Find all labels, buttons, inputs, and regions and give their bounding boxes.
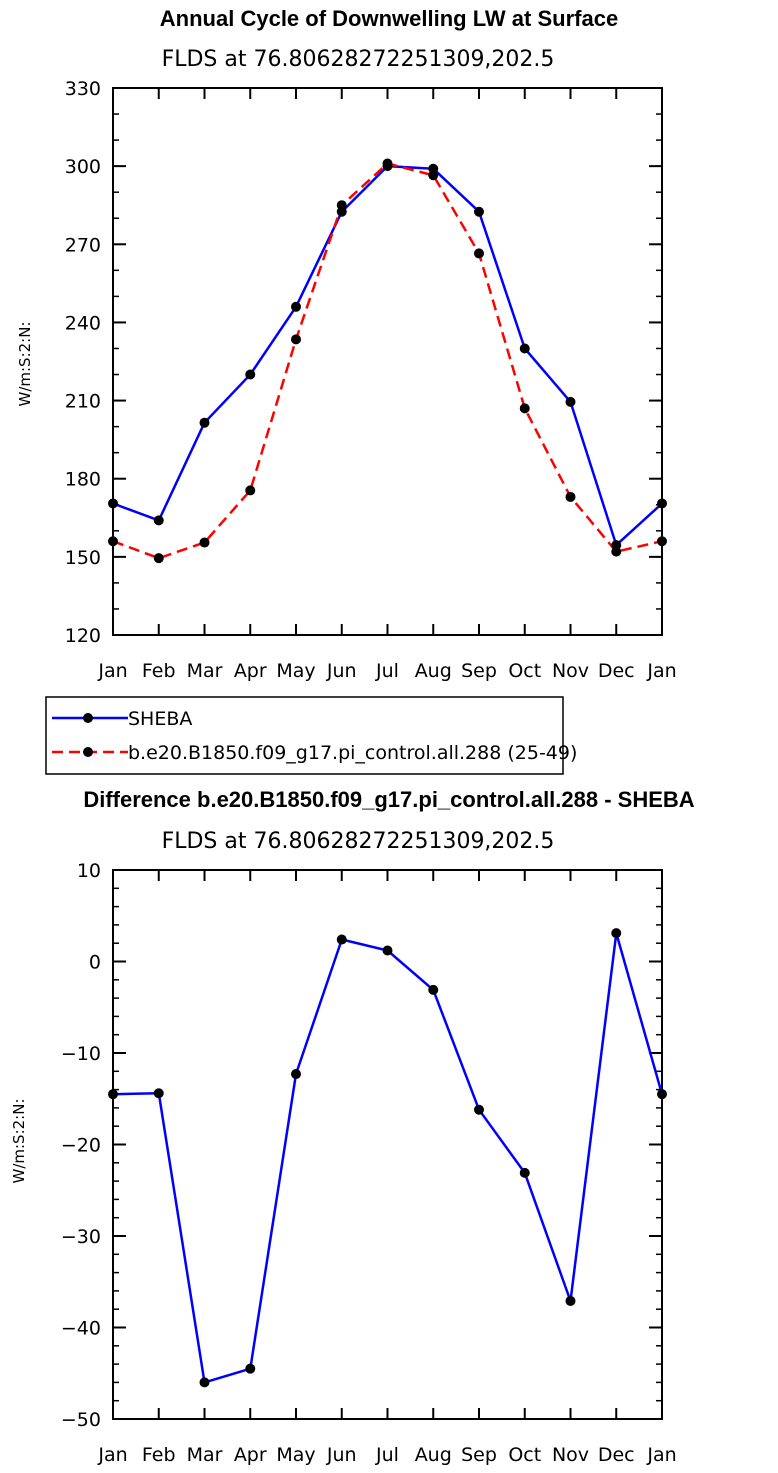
data-point — [474, 206, 484, 217]
data-point — [611, 546, 622, 557]
x-tick-label: Dec — [598, 1444, 635, 1466]
x-tick-label: Feb — [142, 1444, 176, 1466]
legend-model-label: b.e20.B1850.f09_g17.pi_control.all.288 (… — [128, 742, 577, 764]
x-tick-label: Jun — [326, 1444, 357, 1466]
data-point — [657, 498, 667, 509]
x-tick-label: May — [276, 1444, 315, 1466]
chart2-ticks: Jan Feb Mar Apr May Jun Jul Aug Sep Oct Nov Dec Jan −… — [61, 860, 677, 1466]
x-tick-label: Jan — [646, 660, 676, 682]
data-point — [565, 1295, 576, 1306]
data-point — [108, 1089, 118, 1100]
x-tick-label: May — [276, 660, 315, 682]
y-tick-label: −20 — [61, 1135, 101, 1157]
chart1-ticks: Jan Feb Mar Apr May Jun Jul Aug Sep Oct Nov Dec Jan 1… — [65, 78, 677, 682]
series-line-0 — [112, 164, 663, 547]
x-tick-label: Jan — [646, 1444, 676, 1466]
x-tick-label: Nov — [552, 1444, 589, 1466]
legend-sheba-marker — [83, 713, 93, 723]
data-point — [565, 396, 576, 407]
y-tick-label: 210 — [65, 391, 101, 413]
x-tick-label: Feb — [142, 660, 176, 682]
data-point — [245, 485, 256, 496]
chart2-title: Difference b.e20.B1850.f09_g17.pi_contro… — [83, 787, 694, 812]
data-point — [153, 1088, 164, 1099]
y-tick-label: 120 — [65, 625, 101, 647]
data-point — [657, 536, 667, 547]
annual-cycle-chart: Annual Cycle of Downwelling LW at Surfac… — [16, 6, 677, 682]
chart2-series — [108, 928, 667, 1388]
y-tick-label: −40 — [61, 1318, 101, 1340]
x-tick-label: Oct — [508, 1444, 541, 1466]
y-tick-label: 150 — [65, 547, 101, 569]
x-tick-label: Aug — [415, 660, 452, 682]
x-tick-label: Jan — [97, 1444, 127, 1466]
data-point — [291, 334, 301, 345]
data-point — [245, 369, 256, 380]
data-point — [611, 928, 622, 939]
data-point — [291, 1069, 301, 1080]
data-point — [245, 1363, 256, 1374]
legend-box — [45, 696, 564, 775]
chart1-subtitle: FLDS at 76.80628272251309,202.5 — [162, 47, 555, 72]
x-tick-label: Nov — [552, 660, 589, 682]
x-tick-label: Jul — [375, 660, 399, 682]
legend: SHEBA b.e20.B1850.f09_g17.pi_control.all… — [45, 696, 577, 775]
data-point — [428, 170, 439, 181]
y-tick-label: 300 — [65, 156, 101, 178]
x-tick-label: Dec — [598, 660, 635, 682]
y-tick-label: 240 — [65, 312, 101, 334]
y-tick-label: −30 — [61, 1226, 101, 1248]
data-point — [336, 934, 347, 945]
series-line-1 — [112, 162, 663, 560]
x-tick-label: Jun — [326, 660, 357, 682]
data-point — [153, 515, 164, 526]
data-point — [108, 536, 118, 547]
data-point — [199, 417, 210, 428]
data-point — [474, 248, 484, 259]
data-point — [474, 1104, 484, 1115]
y-tick-label: −50 — [61, 1409, 101, 1431]
data-point — [519, 343, 530, 354]
x-tick-label: Jul — [375, 1444, 399, 1466]
x-tick-label: Sep — [461, 660, 497, 682]
data-point — [428, 984, 439, 995]
data-point — [565, 491, 576, 502]
data-point — [519, 1167, 530, 1178]
series-line-0 — [112, 931, 664, 1384]
x-tick-label: Oct — [508, 660, 541, 682]
data-point — [519, 403, 530, 414]
x-tick-label: Apr — [234, 1444, 267, 1466]
x-tick-label: Mar — [187, 660, 223, 682]
y-tick-label: 10 — [77, 860, 101, 882]
data-point — [199, 537, 210, 548]
y-tick-label: 270 — [65, 234, 101, 256]
legend-model-marker — [83, 747, 93, 757]
y-tick-label: 180 — [65, 469, 101, 491]
y-tick-label: −10 — [61, 1043, 101, 1065]
chart1-series — [108, 158, 667, 564]
data-point — [199, 1377, 210, 1388]
x-tick-label: Sep — [461, 1444, 497, 1466]
chart2-ylabel: W/m:S:2:N: — [10, 1099, 28, 1184]
x-tick-label: Apr — [234, 660, 267, 682]
y-tick-label: 0 — [89, 952, 101, 974]
chart1-title: Annual Cycle of Downwelling LW at Surfac… — [160, 6, 618, 31]
y-tick-label: 330 — [65, 78, 101, 100]
data-point — [291, 301, 301, 312]
data-point — [382, 945, 393, 956]
data-point — [382, 158, 393, 169]
data-point — [336, 200, 347, 211]
chart1-ylabel: W/m:S:2:N: — [16, 322, 34, 407]
difference-chart: Difference b.e20.B1850.f09_g17.pi_contro… — [10, 787, 695, 1466]
x-tick-label: Mar — [187, 1444, 223, 1466]
data-point — [108, 498, 118, 509]
x-tick-label: Jan — [97, 660, 127, 682]
data-point — [153, 553, 164, 564]
chart2-subtitle: FLDS at 76.80628272251309,202.5 — [162, 829, 555, 854]
legend-sheba-label: SHEBA — [128, 708, 192, 730]
data-point — [657, 1089, 667, 1100]
x-tick-label: Aug — [415, 1444, 452, 1466]
